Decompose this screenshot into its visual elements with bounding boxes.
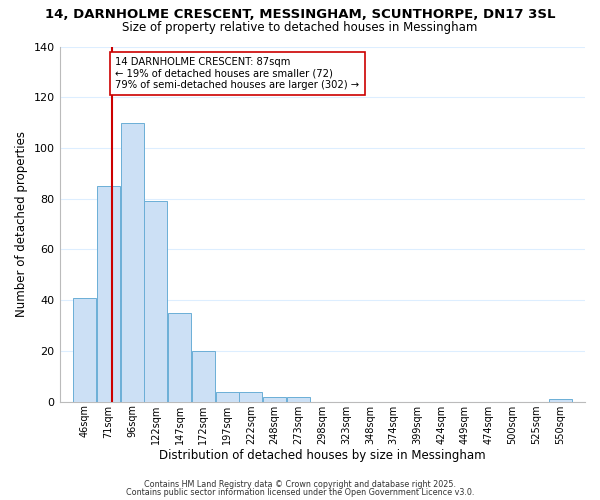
Bar [548, 399, 572, 402]
Bar [168, 313, 191, 402]
Text: 14 DARNHOLME CRESCENT: 87sqm
← 19% of detached houses are smaller (72)
79% of se: 14 DARNHOLME CRESCENT: 87sqm ← 19% of de… [115, 56, 359, 90]
Text: Size of property relative to detached houses in Messingham: Size of property relative to detached ho… [122, 21, 478, 34]
Text: 14, DARNHOLME CRESCENT, MESSINGHAM, SCUNTHORPE, DN17 3SL: 14, DARNHOLME CRESCENT, MESSINGHAM, SCUN… [45, 8, 555, 20]
X-axis label: Distribution of detached houses by size in Messingham: Distribution of detached houses by size … [159, 450, 485, 462]
Bar [287, 396, 310, 402]
Text: Contains HM Land Registry data © Crown copyright and database right 2025.: Contains HM Land Registry data © Crown c… [144, 480, 456, 489]
Text: Contains public sector information licensed under the Open Government Licence v3: Contains public sector information licen… [126, 488, 474, 497]
Bar [192, 351, 215, 402]
Bar [121, 122, 143, 402]
Bar [215, 392, 239, 402]
Bar [73, 298, 96, 402]
Y-axis label: Number of detached properties: Number of detached properties [15, 131, 28, 317]
Bar [263, 396, 286, 402]
Bar [239, 392, 262, 402]
Bar [145, 202, 167, 402]
Bar [97, 186, 120, 402]
